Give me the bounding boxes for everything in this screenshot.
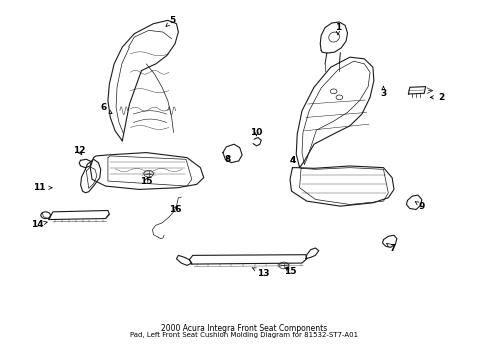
Text: 16: 16: [168, 205, 181, 214]
Text: 14: 14: [31, 220, 47, 229]
Text: 11: 11: [33, 183, 52, 192]
Text: 13: 13: [252, 268, 269, 278]
Text: 5: 5: [166, 16, 175, 26]
Text: 7: 7: [386, 243, 395, 252]
Text: 8: 8: [224, 155, 230, 164]
Text: 12: 12: [73, 147, 85, 156]
Text: 3: 3: [380, 86, 386, 99]
Text: 6: 6: [100, 103, 112, 114]
Text: 4: 4: [288, 157, 295, 166]
Text: 15: 15: [283, 267, 296, 276]
Text: 10: 10: [250, 128, 262, 137]
Text: 15: 15: [140, 176, 152, 185]
Text: Pad, Left Front Seat Cushion Molding Diagram for 81532-ST7-A01: Pad, Left Front Seat Cushion Molding Dia…: [130, 332, 358, 338]
Text: 2000 Acura Integra Front Seat Components: 2000 Acura Integra Front Seat Components: [161, 324, 327, 333]
Text: 9: 9: [414, 202, 424, 211]
Text: 2: 2: [429, 93, 443, 102]
Text: 1: 1: [334, 23, 340, 35]
